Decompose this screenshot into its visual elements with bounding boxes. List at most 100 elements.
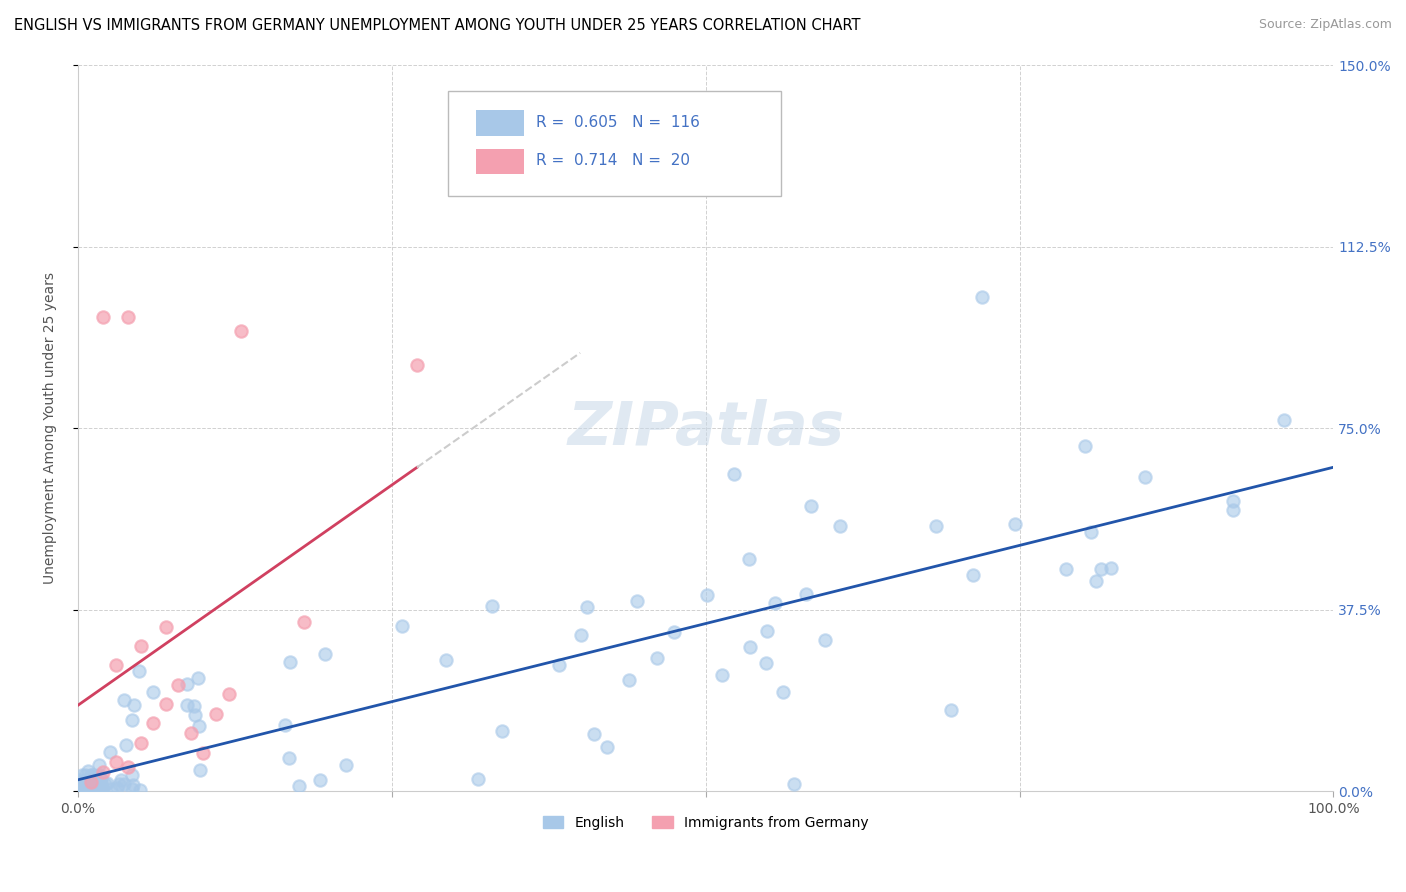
- Point: [122, 778, 145, 792]
- Point: [755, 656, 778, 670]
- Point: [121, 767, 143, 781]
- Point: [491, 723, 513, 738]
- Point: [76, 783, 98, 797]
- Point: [406, 358, 429, 372]
- Point: [108, 777, 131, 791]
- Point: [82, 781, 104, 796]
- Point: [1099, 560, 1122, 574]
- Point: [76, 782, 98, 797]
- Point: [188, 719, 211, 733]
- Point: [569, 628, 592, 642]
- Point: [67, 775, 90, 789]
- Point: [70, 779, 93, 793]
- Point: [128, 665, 150, 679]
- Point: [105, 780, 128, 795]
- Point: [69, 784, 91, 798]
- Point: [90, 779, 112, 793]
- Y-axis label: Unemployment Among Youth under 25 years: Unemployment Among Youth under 25 years: [44, 272, 58, 584]
- Point: [763, 596, 786, 610]
- Point: [218, 688, 240, 702]
- Point: [1272, 413, 1295, 427]
- Point: [939, 703, 962, 717]
- Point: [1090, 561, 1112, 575]
- Point: [82, 782, 104, 797]
- Text: ZIPatlas: ZIPatlas: [567, 399, 844, 458]
- Point: [1222, 502, 1244, 516]
- Point: [69, 783, 91, 797]
- Point: [122, 698, 145, 713]
- Point: [180, 726, 202, 740]
- Point: [710, 668, 733, 682]
- Point: [576, 600, 599, 615]
- Point: [73, 774, 96, 789]
- FancyBboxPatch shape: [475, 149, 523, 174]
- Point: [619, 673, 641, 687]
- Point: [782, 777, 804, 791]
- Point: [970, 290, 993, 304]
- Point: [277, 751, 299, 765]
- Point: [121, 713, 143, 727]
- Point: [94, 777, 117, 791]
- Point: [82, 768, 104, 782]
- Point: [128, 782, 150, 797]
- Point: [70, 768, 93, 782]
- Point: [121, 782, 143, 797]
- Point: [335, 757, 357, 772]
- Point: [278, 656, 301, 670]
- Point: [176, 698, 198, 712]
- Point: [86, 776, 108, 790]
- Point: [287, 780, 309, 794]
- Point: [814, 632, 837, 647]
- Point: [87, 768, 110, 782]
- Point: [828, 518, 851, 533]
- Point: [176, 677, 198, 691]
- Point: [794, 587, 817, 601]
- Point: [155, 620, 177, 634]
- Point: [70, 775, 93, 789]
- Point: [925, 519, 948, 533]
- Point: [645, 651, 668, 665]
- Point: [1054, 562, 1077, 576]
- Point: [69, 775, 91, 789]
- Point: [962, 567, 984, 582]
- Point: [167, 678, 190, 692]
- Point: [87, 779, 110, 793]
- Point: [91, 310, 114, 324]
- Point: [84, 777, 107, 791]
- Point: [155, 697, 177, 711]
- Point: [73, 782, 96, 797]
- Point: [129, 639, 152, 653]
- Legend: English, Immigrants from Germany: English, Immigrants from Germany: [537, 810, 875, 835]
- Point: [72, 781, 94, 796]
- Point: [583, 727, 606, 741]
- Point: [314, 647, 336, 661]
- Point: [91, 783, 114, 797]
- Point: [193, 746, 215, 760]
- Point: [69, 783, 91, 797]
- Text: R =  0.714   N =  20: R = 0.714 N = 20: [536, 153, 690, 169]
- Point: [110, 773, 132, 788]
- Point: [723, 467, 745, 481]
- FancyBboxPatch shape: [449, 90, 780, 196]
- Point: [434, 653, 457, 667]
- Text: ENGLISH VS IMMIGRANTS FROM GERMANY UNEMPLOYMENT AMONG YOUTH UNDER 25 YEARS CORRE: ENGLISH VS IMMIGRANTS FROM GERMANY UNEMP…: [14, 18, 860, 33]
- Point: [79, 774, 101, 789]
- Point: [1085, 574, 1108, 588]
- Point: [756, 624, 779, 638]
- Point: [1004, 517, 1026, 532]
- Point: [90, 781, 112, 796]
- Point: [91, 764, 114, 779]
- Point: [292, 615, 315, 629]
- Point: [82, 772, 104, 786]
- Point: [142, 716, 165, 731]
- Point: [112, 777, 135, 791]
- Point: [391, 618, 413, 632]
- Point: [231, 324, 253, 338]
- Point: [83, 767, 105, 781]
- Point: [84, 781, 107, 796]
- Point: [799, 499, 821, 513]
- Point: [626, 593, 648, 607]
- Point: [467, 772, 489, 787]
- Point: [75, 778, 97, 792]
- Text: R =  0.605   N =  116: R = 0.605 N = 116: [536, 115, 700, 130]
